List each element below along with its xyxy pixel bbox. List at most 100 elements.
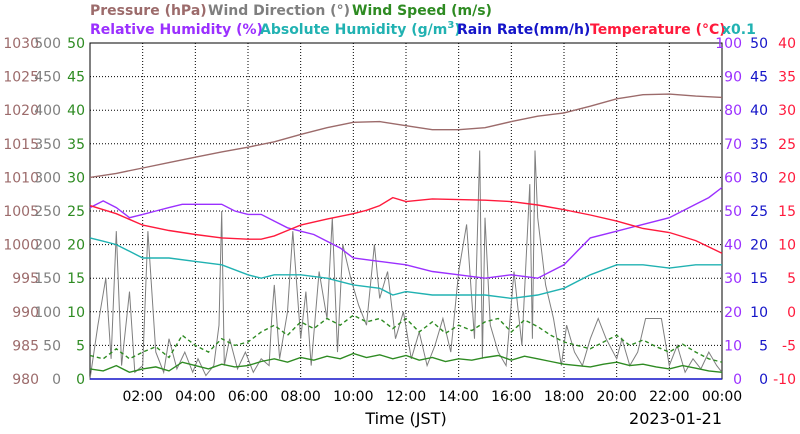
legend-pressure: Pressure (hPa) [90,3,207,19]
series-relative-humidity [89,186,723,279]
ytick-wind-speed: 20 [67,238,85,254]
date-label: 2023-01-21 [629,409,722,428]
ytick-humidity: 60 [724,170,742,186]
ytick-humidity: 0 [733,372,742,388]
ytick-wind-direction: 300 [34,170,61,186]
ytick-humidity: 80 [724,103,742,119]
series-wind-speed-gust-m-s [89,314,723,363]
ytick-rain-rate: 15 [750,271,768,287]
ytick-rain-rate: 35 [750,137,768,153]
ytick-wind-direction: 350 [34,137,61,153]
x-axis-title: Time (JST) [364,409,446,428]
ytick-temperature: 10 [778,238,796,254]
ytick-wind-direction: 500 [34,36,61,52]
ytick-pressure: 995 [12,271,39,287]
ytick-temperature: -10 [773,372,796,388]
ytick-temperature: 20 [778,170,796,186]
ytick-wind-direction: 450 [34,70,61,86]
ytick-temperature: 40 [778,36,796,52]
xtick-label: 16:00 [491,389,531,405]
ytick-wind-direction: 150 [34,271,61,287]
ytick-pressure: 1015 [3,137,39,153]
legend-wind-direction: Wind Direction (°) [208,3,350,19]
ytick-humidity: 50 [724,204,742,220]
ytick-temperature: 5 [787,271,796,287]
series-wind-speed-m-s [89,352,723,374]
xtick-label: 04:00 [175,389,215,405]
legend-absolute-humidity-prefix: Absolute Humidity (g/m [260,22,447,38]
ytick-humidity: 30 [724,271,742,287]
ytick-wind-speed: 25 [67,204,85,220]
ytick-humidity: 40 [724,238,742,254]
xtick-label: 20:00 [596,389,636,405]
ytick-temperature: 0 [787,305,796,321]
ytick-rain-rate: 0 [759,372,768,388]
ytick-rain-rate: 10 [750,305,768,321]
ytick-humidity: 90 [724,70,742,86]
legend-absolute-humidity-sup: 3 [447,20,454,31]
xtick-label: 18:00 [544,389,584,405]
grid [90,43,722,379]
ytick-wind-speed: 15 [67,271,85,287]
legend-relative-humidity: Relative Humidity (%) [90,22,263,38]
series-pressure-hpa [89,93,723,179]
ytick-pressure: 1030 [3,36,39,52]
xtick-label: 08:00 [280,389,320,405]
ytick-wind-speed: 35 [67,137,85,153]
ytick-rain-rate: 5 [759,338,768,354]
ytick-humidity: 10 [724,338,742,354]
ytick-rain-rate: 50 [750,36,768,52]
ytick-wind-direction: 50 [43,338,61,354]
ytick-temperature: 25 [778,137,796,153]
xtick-label: 00:00 [702,389,742,405]
ytick-pressure: 1025 [3,70,39,86]
ytick-wind-speed: 50 [67,36,85,52]
ytick-wind-direction: 250 [34,204,61,220]
series-absolute-humidity-g-m3-x0-1 [89,237,722,300]
ytick-humidity: 100 [715,36,742,52]
xtick-label: 14:00 [438,389,478,405]
xtick-label: 12:00 [386,389,426,405]
ytick-wind-speed: 45 [67,70,85,86]
ytick-rain-rate: 20 [750,238,768,254]
ytick-rain-rate: 30 [750,170,768,186]
ytick-temperature: 30 [778,103,796,119]
ytick-humidity: 20 [724,305,742,321]
y-axes: 1030102510201015101010051000995990985980… [3,36,796,388]
series [89,93,723,380]
ytick-temperature: 15 [778,204,796,220]
ytick-wind-direction: 0 [52,372,61,388]
ytick-wind-speed: 30 [67,170,85,186]
xtick-label: 06:00 [228,389,268,405]
ytick-rain-rate: 45 [750,70,768,86]
ytick-wind-speed: 10 [67,305,85,321]
ytick-wind-speed: 5 [76,338,85,354]
legend-absolute-humidity: Absolute Humidity (g/m3) [260,20,461,38]
ytick-wind-direction: 400 [34,103,61,119]
ytick-rain-rate: 40 [750,103,768,119]
legend-wind-speed: Wind Speed (m/s) [352,3,492,19]
ytick-rain-rate: 25 [750,204,768,220]
ytick-temperature: 35 [778,70,796,86]
ytick-pressure: 1000 [3,238,39,254]
ytick-pressure: 980 [12,372,39,388]
series-temperature-c [89,196,723,254]
ytick-wind-speed: 40 [67,103,85,119]
xtick-label: 10:00 [333,389,373,405]
ytick-pressure: 1020 [3,103,39,119]
legend-absolute-humidity-suffix: ) [454,22,460,38]
legend-temperature: Temperature (°C) [590,22,726,38]
ytick-wind-speed: 0 [76,372,85,388]
legend-rain-rate: Rain Rate(mm/h) [457,22,590,38]
xtick-label: 22:00 [649,389,689,405]
ytick-wind-direction: 200 [34,238,61,254]
ytick-humidity: 70 [724,137,742,153]
xtick-label: 02:00 [122,389,162,405]
legend-abs-humidity-scale: x0.1 [722,22,756,38]
ytick-pressure: 990 [12,305,39,321]
ytick-temperature: -5 [782,338,796,354]
ytick-pressure: 1010 [3,170,39,186]
x-axis: 02:00 04:00 06:00 08:00 10:00 12:00 14:00 16:00… [122,389,742,405]
ytick-wind-direction: 100 [34,305,61,321]
